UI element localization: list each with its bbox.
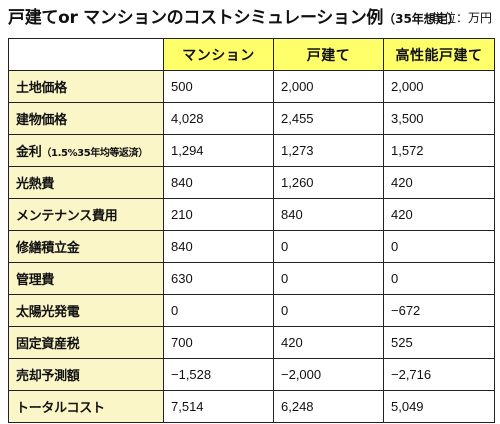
value-cell: 840	[273, 198, 384, 231]
column-header: 戸建て	[273, 38, 384, 71]
title-sub: （35年想定）	[383, 12, 460, 26]
row-label: 土地価格	[8, 70, 164, 103]
value-cell: 700	[163, 326, 274, 359]
page-title: 戸建てor マンションのコストシミュレーション例（35年想定）	[8, 5, 460, 32]
value-cell: 5,049	[383, 390, 495, 423]
value-cell: 0	[163, 294, 274, 327]
value-cell: 1,273	[273, 134, 384, 167]
table-row: 光熱費 840 1,260 420	[8, 166, 495, 199]
value-cell: 420	[273, 326, 384, 359]
title-main: 戸建てor マンションのコストシミュレーション例	[8, 8, 384, 28]
table-row: 修繕積立金 840 0 0	[8, 230, 495, 263]
value-cell: 4,028	[163, 102, 274, 135]
value-cell: 630	[163, 262, 274, 295]
column-header: 高性能戸建て	[383, 38, 495, 71]
value-cell: 2,455	[273, 102, 384, 135]
value-cell: 210	[163, 198, 274, 231]
row-label-text: 光熱費	[16, 177, 55, 192]
table-row: 建物価格 4,028 2,455 3,500	[8, 102, 495, 135]
value-cell: 0	[383, 262, 495, 295]
value-cell: 500	[163, 70, 274, 103]
row-label-text: 固定資産税	[16, 337, 80, 352]
table-row: 売却予測額 −1,528 −2,000 −2,716	[8, 358, 495, 391]
value-cell: 0	[273, 262, 384, 295]
row-label: 管理費	[8, 262, 164, 295]
unit-note: 単位：万円	[431, 11, 492, 25]
row-label: 建物価格	[8, 102, 164, 135]
title-row: 戸建てor マンションのコストシミュレーション例（35年想定） 単位：万円	[8, 5, 494, 31]
value-cell: 1,572	[383, 134, 495, 167]
value-cell: 420	[383, 166, 495, 199]
value-cell: 840	[163, 230, 274, 263]
row-label: 太陽光発電	[8, 294, 164, 327]
row-label: トータルコスト	[8, 390, 164, 423]
table-row: 太陽光発電 0 0 −672	[8, 294, 495, 327]
value-cell: 0	[273, 230, 384, 263]
row-label-text: メンテナンス費用	[16, 209, 118, 224]
cost-table: マンション 戸建て 高性能戸建て 土地価格 500 2,000 2,000 建物…	[8, 38, 495, 423]
row-label-text: トータルコスト	[16, 401, 105, 416]
value-cell: 7,514	[163, 390, 274, 423]
value-cell: 420	[383, 198, 495, 231]
value-cell: −2,000	[273, 358, 384, 391]
header-corner	[8, 38, 164, 71]
value-cell: 0	[273, 294, 384, 327]
value-cell: 6,248	[273, 390, 384, 423]
value-cell: 1,260	[273, 166, 384, 199]
row-label: 売却予測額	[8, 358, 164, 391]
row-label-note: （1.5%35年均等返済）	[41, 148, 148, 159]
row-label: 固定資産税	[8, 326, 164, 359]
row-label: 修繕積立金	[8, 230, 164, 263]
value-cell: 2,000	[383, 70, 495, 103]
value-cell: 840	[163, 166, 274, 199]
row-label-text: 修繕積立金	[16, 241, 80, 256]
row-label-text: 土地価格	[16, 81, 67, 96]
row-label: メンテナンス費用	[8, 198, 164, 231]
value-cell: −2,716	[383, 358, 495, 391]
table-row: 土地価格 500 2,000 2,000	[8, 70, 495, 103]
row-label-text: 太陽光発電	[16, 305, 80, 320]
value-cell: −672	[383, 294, 495, 327]
table-row: メンテナンス費用 210 840 420	[8, 198, 495, 231]
value-cell: 0	[383, 230, 495, 263]
table-row-total: トータルコスト 7,514 6,248 5,049	[8, 390, 495, 423]
value-cell: 2,000	[273, 70, 384, 103]
row-label-text: 売却予測額	[16, 369, 80, 384]
row-label: 金利（1.5%35年均等返済）	[8, 134, 164, 167]
row-label-text: 管理費	[16, 273, 55, 288]
row-label-text: 金利	[16, 145, 42, 160]
header-row: マンション 戸建て 高性能戸建て	[8, 38, 495, 71]
row-label: 光熱費	[8, 166, 164, 199]
value-cell: −1,528	[163, 358, 274, 391]
row-label-text: 建物価格	[16, 113, 67, 128]
value-cell: 525	[383, 326, 495, 359]
column-header: マンション	[163, 38, 274, 71]
value-cell: 1,294	[163, 134, 274, 167]
table-row: 金利（1.5%35年均等返済） 1,294 1,273 1,572	[8, 134, 495, 167]
table-row: 固定資産税 700 420 525	[8, 326, 495, 359]
table-row: 管理費 630 0 0	[8, 262, 495, 295]
value-cell: 3,500	[383, 102, 495, 135]
